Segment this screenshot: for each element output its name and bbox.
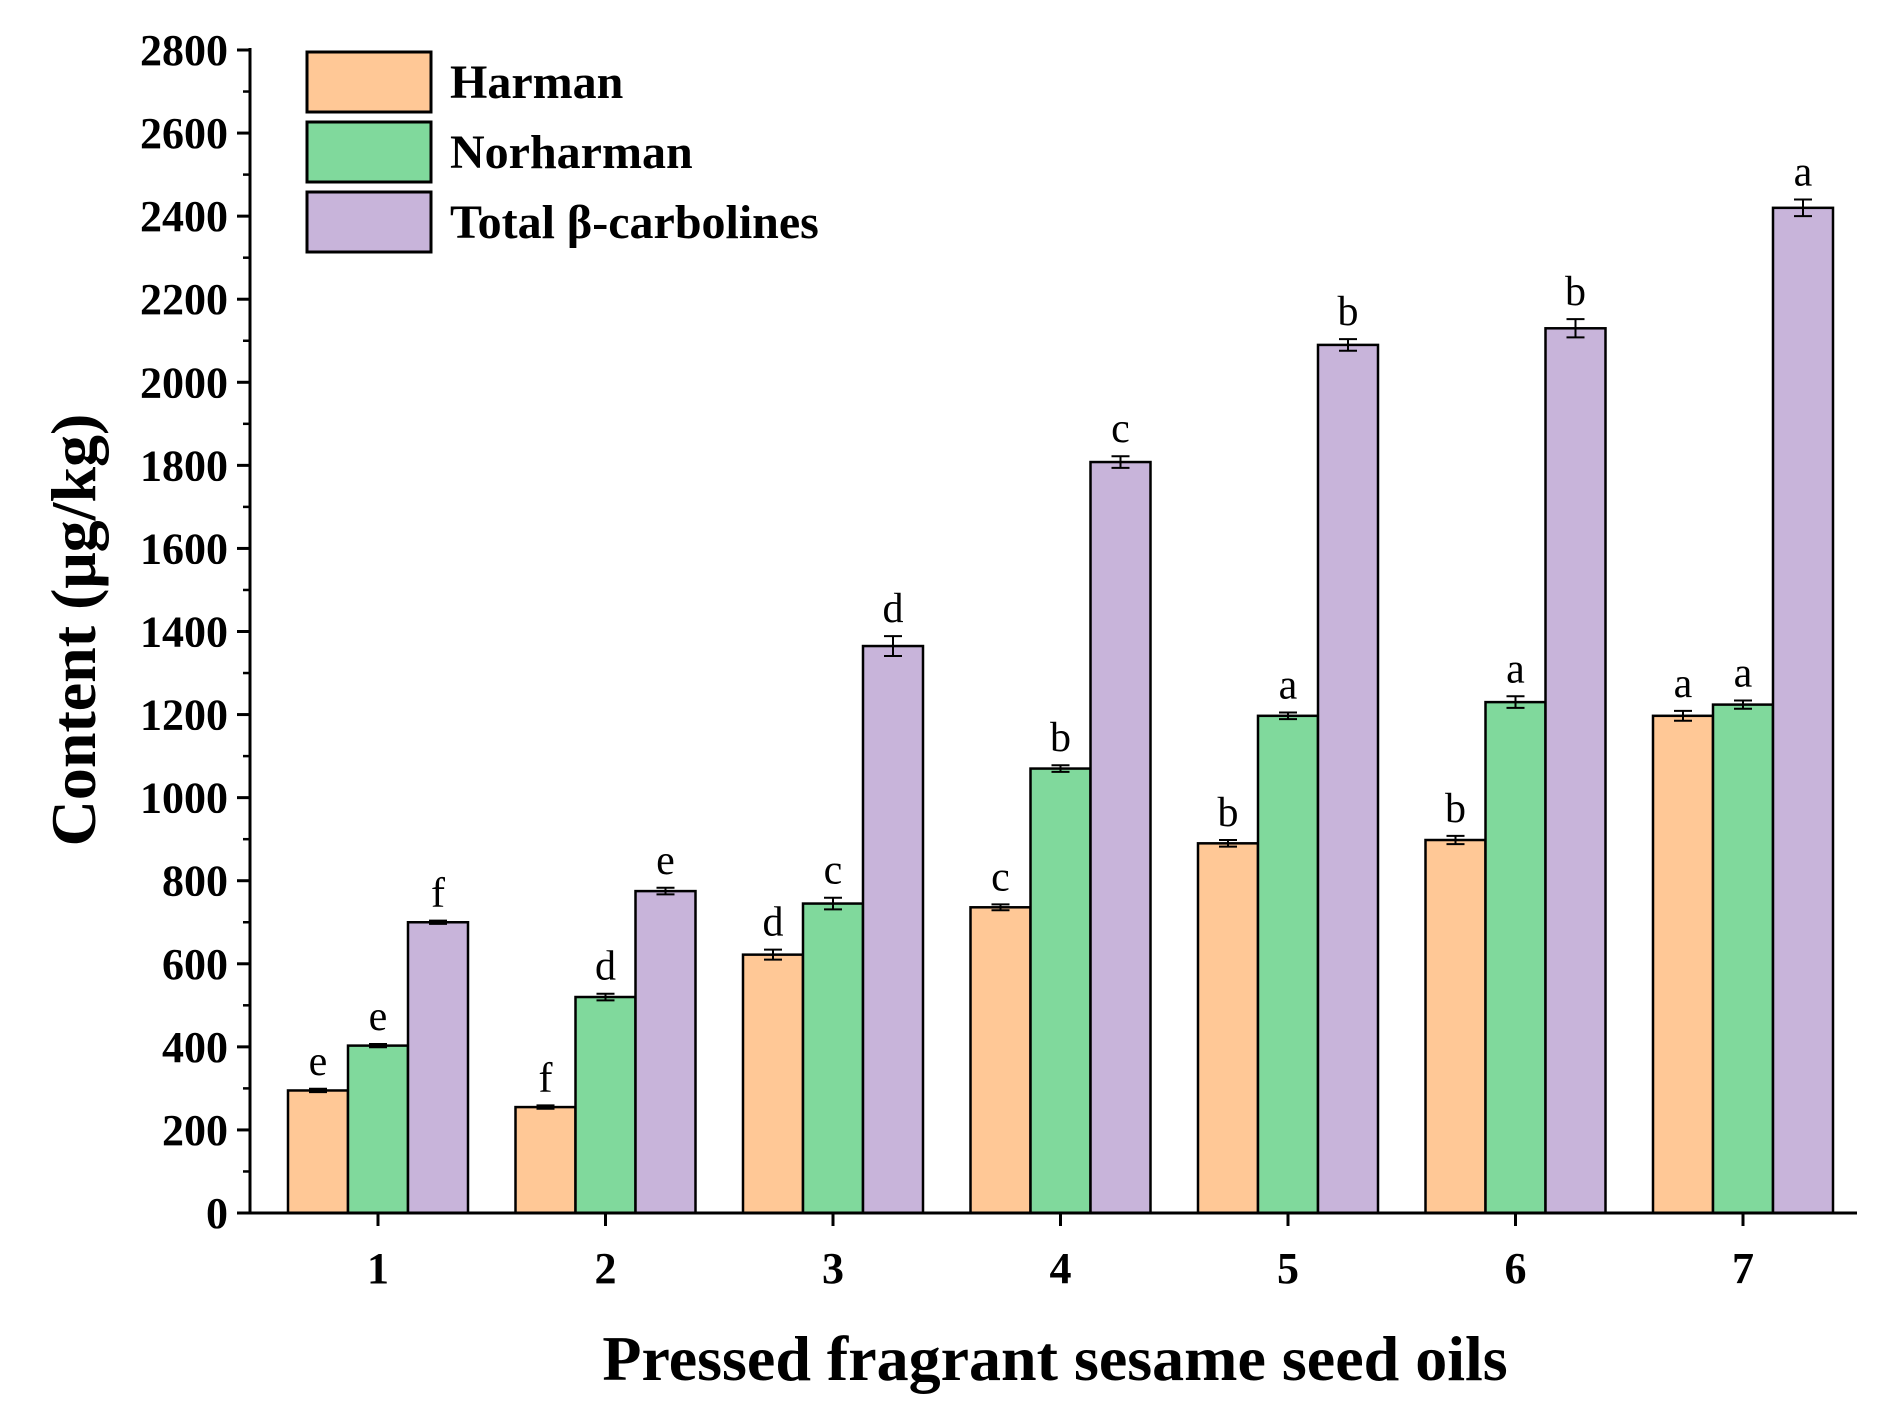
y-tick-label: 1000 — [140, 774, 228, 823]
significance-label: b — [1445, 786, 1466, 832]
legend-swatch — [305, 50, 433, 114]
y-tick-label: 2000 — [140, 358, 228, 407]
bar — [1029, 767, 1092, 1215]
bar — [1089, 460, 1152, 1215]
x-tick-label: 2 — [595, 1244, 617, 1293]
y-tick-label: 0 — [206, 1189, 228, 1238]
x-tick-label: 6 — [1505, 1244, 1527, 1293]
significance-label: a — [1279, 662, 1298, 708]
bar — [861, 644, 925, 1215]
legend-swatch — [305, 120, 433, 184]
bar — [406, 921, 470, 1215]
bar — [801, 902, 865, 1215]
significance-label: f — [431, 871, 445, 917]
y-tick-label: 2600 — [140, 109, 228, 158]
y-tick-label: 200 — [162, 1106, 228, 1155]
x-tick-label: 7 — [1732, 1244, 1754, 1293]
significance-label: f — [539, 1055, 553, 1101]
bar — [514, 1105, 577, 1215]
y-tick-label: 2800 — [140, 26, 228, 75]
significance-label: c — [1111, 406, 1130, 452]
bar — [1711, 703, 1775, 1215]
significance-label: d — [883, 586, 904, 632]
significance-label: a — [1506, 646, 1525, 692]
y-axis-title: Content (μg/kg) — [38, 414, 109, 847]
y-axis: 0 200 400 600 800 1000 1200 1400 1600 1800 2000 220… — [140, 26, 252, 1238]
y-tick-label: 600 — [162, 940, 228, 989]
bar — [574, 995, 637, 1215]
significance-label: b — [1218, 790, 1239, 836]
x-tick-label: 5 — [1277, 1244, 1299, 1293]
legend: Harman Norharman Total β-carbolines — [305, 50, 819, 254]
significance-label: b — [1565, 269, 1586, 315]
bar — [346, 1044, 410, 1215]
y-tick-label: 1800 — [140, 441, 228, 490]
significance-label: d — [763, 900, 784, 946]
legend-label: Total β-carbolines — [450, 196, 819, 249]
bar — [1544, 327, 1607, 1215]
bar — [634, 889, 697, 1215]
y-tick-label: 1200 — [140, 691, 228, 740]
significance-label: e — [369, 994, 388, 1040]
bar — [286, 1089, 350, 1215]
bar — [1316, 343, 1380, 1215]
x-axis: 1 2 3 4 5 6 7 — [250, 1211, 1857, 1293]
x-axis-title: Pressed fragrant sesame seed oils — [602, 1323, 1507, 1394]
y-tick-label: 1600 — [140, 524, 228, 573]
legend-label: Harman — [450, 56, 623, 109]
significance-label: b — [1338, 289, 1359, 335]
y-tick-label: 2200 — [140, 275, 228, 324]
bar — [1256, 714, 1320, 1215]
legend-label: Norharman — [450, 126, 693, 179]
significance-label: a — [1674, 661, 1693, 707]
significance-label: c — [824, 848, 843, 894]
bar — [741, 953, 805, 1215]
bar — [1771, 206, 1835, 1215]
significance-label: a — [1734, 650, 1753, 696]
significance-label: a — [1794, 150, 1813, 196]
significance-label: b — [1050, 715, 1071, 761]
significance-label: e — [656, 838, 675, 884]
y-tick-label: 2400 — [140, 192, 228, 241]
y-tick-label: 1400 — [140, 608, 228, 657]
bar — [1424, 838, 1487, 1215]
bar — [1651, 714, 1715, 1215]
x-tick-label: 4 — [1050, 1244, 1072, 1293]
x-tick-label: 3 — [822, 1244, 844, 1293]
x-tick-label: 1 — [367, 1244, 389, 1293]
significance-label: e — [309, 1039, 328, 1085]
significance-label: d — [595, 944, 616, 990]
y-tick-label: 800 — [162, 857, 228, 906]
significance-label: c — [991, 854, 1010, 900]
bar — [1484, 700, 1547, 1215]
bar — [969, 906, 1032, 1215]
legend-swatch — [305, 190, 433, 254]
bar — [1196, 842, 1260, 1215]
y-tick-label: 400 — [162, 1023, 228, 1072]
